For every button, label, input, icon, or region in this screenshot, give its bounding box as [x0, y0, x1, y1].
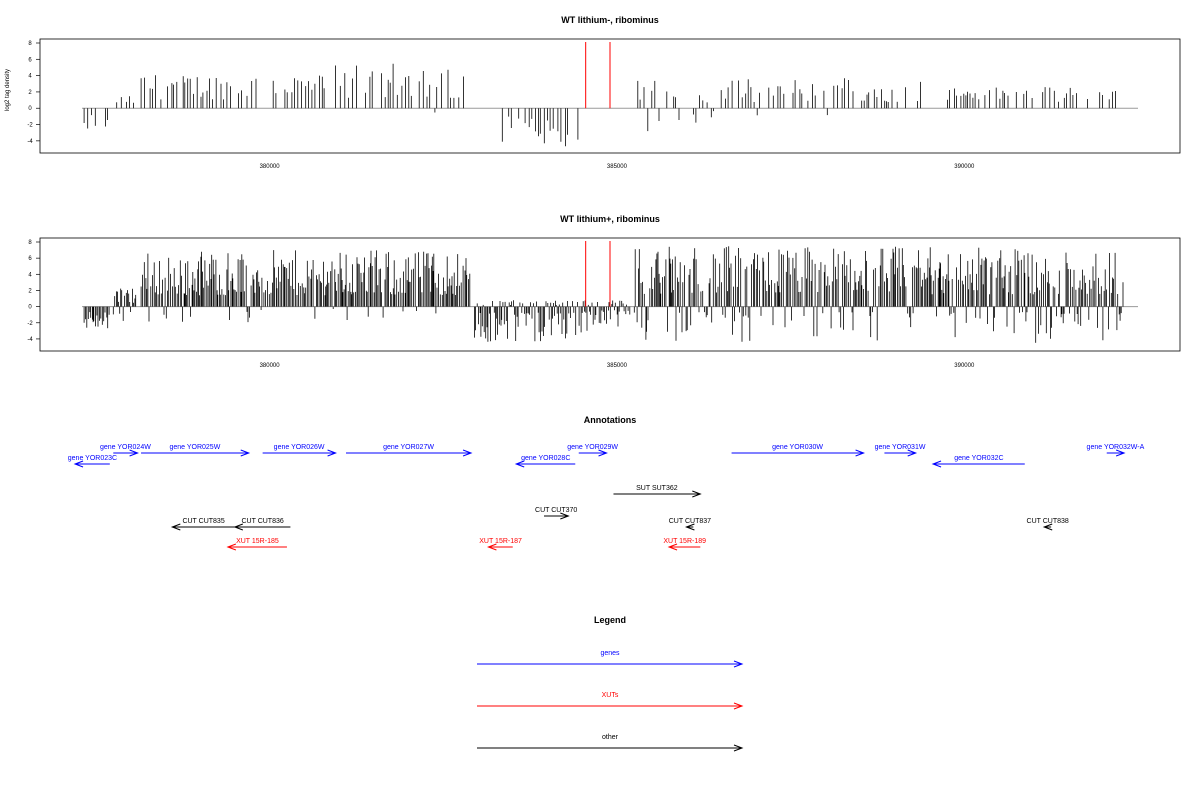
feature-arrow [73, 460, 110, 468]
feature-label: gene YOR029W [567, 444, 618, 451]
feature-arrow [170, 523, 235, 531]
feature-label: gene YOR026W [274, 444, 325, 451]
feature-arrow [578, 449, 608, 457]
y-tick-label: -2 [27, 321, 33, 327]
feature-arrow [141, 449, 251, 457]
feature-arrow [684, 523, 695, 531]
feature-label: CUT CUT370 [535, 507, 577, 514]
feature-label: XUT 15R-189 [663, 538, 706, 545]
feature-label: CUT CUT837 [669, 518, 711, 525]
track-title-lithium-plus: WT lithium+, ribominus [560, 214, 660, 224]
legend-arrow [477, 744, 744, 752]
y-tick-label: 2 [28, 90, 32, 96]
legend-title: Legend [594, 615, 626, 625]
feature-label: gene YOR032C [954, 455, 1003, 462]
feature-label: XUT 15R-187 [479, 538, 522, 545]
feature-arrow [226, 543, 287, 551]
feature-arrow [884, 449, 918, 457]
feature-arrow [262, 449, 338, 457]
feature-arrow [667, 543, 701, 551]
feature-label: CUT CUT836 [241, 518, 283, 525]
feature-label: CUT CUT838 [1027, 518, 1069, 525]
legend-items: genes XUTs other [477, 650, 744, 752]
y-tick-label: -2 [27, 123, 33, 129]
feature-label: gene YOR032W-A [1087, 444, 1145, 451]
feature-label: gene YOR030W [772, 444, 823, 451]
feature-arrow [544, 512, 570, 520]
legend-label: genes [600, 650, 620, 657]
feature-arrow [931, 460, 1025, 468]
feature-label: gene YOR023C [68, 455, 117, 462]
legend-panel: Legend genes XUTs other [477, 615, 744, 752]
feature-arrow [1042, 523, 1053, 531]
y-tick-label: 0 [28, 106, 32, 112]
density-bars [83, 246, 1124, 343]
feature-arrow [731, 449, 866, 457]
feature-label: gene YOR027W [383, 444, 434, 451]
y-axis-label: log2 tag density [5, 69, 11, 111]
y-tick-label: 4 [28, 74, 32, 80]
feature-arrow [113, 449, 140, 457]
density-bars [83, 63, 1116, 147]
y-tick-label: 4 [28, 272, 32, 278]
x-tick-label: 380000 [260, 164, 281, 170]
feature-label: gene YOR028C [521, 455, 570, 462]
track-plot-area: -4 -2 0 2 4 6 8 380000 385000 390000 [27, 38, 1181, 170]
feature-arrow [486, 543, 513, 551]
x-tick-label: 390000 [954, 363, 975, 369]
y-tick-label: 8 [28, 240, 32, 246]
y-tick-label: -4 [27, 337, 33, 343]
feature-arrow [233, 523, 291, 531]
y-tick-label: 8 [28, 41, 32, 47]
feature-arrow [346, 449, 473, 457]
feature-label: gene YOR031W [875, 444, 926, 451]
legend-arrow [477, 702, 744, 710]
feature-label: gene YOR024W [100, 444, 151, 451]
x-tick-label: 385000 [607, 363, 628, 369]
legend-arrow [477, 660, 744, 668]
feature-arrow [613, 490, 702, 498]
y-tick-label: 6 [28, 57, 32, 63]
feature-label: gene YOR025W [169, 444, 220, 451]
x-tick-label: 380000 [260, 363, 281, 369]
plot-frame [39, 237, 1181, 352]
y-tick-label: -4 [27, 139, 33, 145]
annotation-features: gene YOR023C gene YOR024W gene YOR025W gene… [68, 444, 1145, 551]
x-tick-label: 390000 [954, 164, 975, 170]
feature-label: SUT SUT362 [636, 485, 678, 492]
track-title-lithium-minus: WT lithium-, ribominus [561, 15, 659, 25]
track-panel-lithium-plus: WT lithium+, ribominus -4 -2 0 2 4 6 8 380000 38… [27, 214, 1181, 369]
y-tick-label: 6 [28, 256, 32, 262]
annotations-title: Annotations [584, 415, 637, 425]
plot-frame [39, 38, 1181, 154]
legend-label: XUTs [602, 692, 619, 699]
x-tick-label: 385000 [607, 164, 628, 170]
track-panel-lithium-minus: WT lithium-, ribominus log2 tag density … [5, 15, 1181, 170]
y-tick-label: 2 [28, 288, 32, 294]
track-plot-area: -4 -2 0 2 4 6 8 380000 385000 390000 [27, 237, 1181, 369]
y-tick-label: 0 [28, 305, 32, 311]
feature-arrow [514, 460, 576, 468]
feature-arrow [1106, 449, 1126, 457]
legend-label: other [602, 734, 619, 741]
feature-label: XUT 15R-185 [236, 538, 279, 545]
feature-label: CUT CUT835 [182, 518, 224, 525]
